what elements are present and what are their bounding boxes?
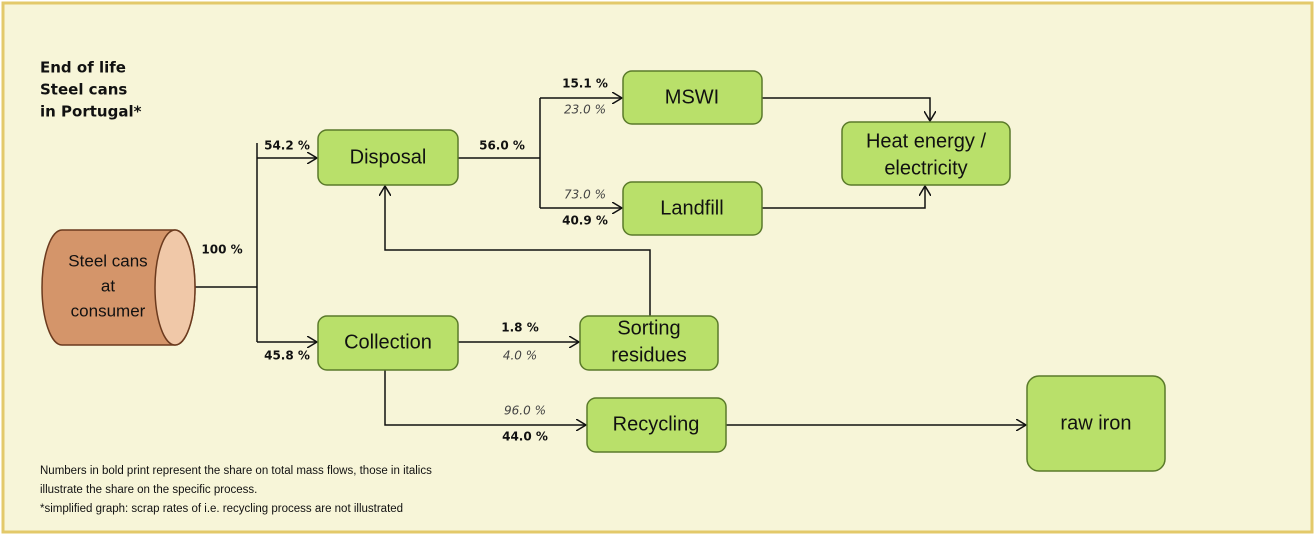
node-label: at — [101, 276, 115, 295]
node-label: consumer — [71, 301, 146, 320]
consumer-node: Steel cans at consumer — [41, 229, 196, 346]
node-label: Heat energy / — [866, 130, 987, 152]
flow-label: 23.0 % — [564, 103, 606, 117]
flow-label: 56.0 % — [479, 139, 525, 153]
flow-label: 15.1 % — [562, 77, 608, 91]
node-label: Steel cans — [68, 251, 147, 270]
note-line: Numbers in bold print represent the shar… — [40, 465, 432, 477]
flow-label: 45.8 % — [264, 349, 310, 363]
energy-box — [841, 121, 1011, 186]
flow-label: 54.2 % — [264, 139, 310, 153]
node-label: Collection — [344, 331, 432, 353]
flow-label: 96.0 % — [504, 404, 546, 418]
raw-iron-box — [1026, 375, 1166, 472]
note-line: illustrate the share on the specific pro… — [40, 484, 257, 496]
flow-label: 73.0 % — [564, 188, 606, 202]
landfill-box — [622, 181, 763, 236]
title-line: End of life — [40, 59, 126, 77]
flow-label: 44.0 % — [502, 430, 548, 444]
flow-label: 40.9 % — [562, 214, 608, 228]
node-label: residues — [611, 344, 687, 366]
title-line: in Portugal* — [40, 103, 142, 121]
node-label: raw iron — [1060, 412, 1131, 434]
node-label: Recycling — [613, 413, 700, 435]
flow-label: 1.8 % — [501, 321, 538, 335]
sorting-box — [579, 315, 719, 371]
mswi-box — [622, 70, 763, 125]
flow-label: 4.0 % — [503, 349, 537, 363]
collection-box — [317, 315, 459, 371]
flow-labels: 100 % 54.2 % 45.8 % 56.0 % 15.1 % 23.0 %… — [201, 77, 608, 444]
connectors — [195, 98, 1026, 425]
node-label: Landfill — [660, 197, 723, 219]
flow-label: 100 % — [201, 243, 242, 257]
title-line: Steel cans — [40, 81, 127, 99]
node-label: MSWI — [665, 86, 719, 108]
note-line: *simplified graph: scrap rates of i.e. r… — [40, 503, 403, 515]
title: End of life Steel cans in Portugal* — [40, 59, 142, 121]
notes: Numbers in bold print represent the shar… — [40, 465, 432, 515]
node-label: Sorting — [617, 317, 680, 339]
nodes: Disposal Collection MSWI Landfill Heat e… — [317, 70, 1166, 472]
disposal-box — [317, 129, 459, 186]
recycling-box — [586, 397, 727, 453]
node-label: electricity — [884, 157, 967, 179]
node-label: Disposal — [350, 146, 427, 168]
